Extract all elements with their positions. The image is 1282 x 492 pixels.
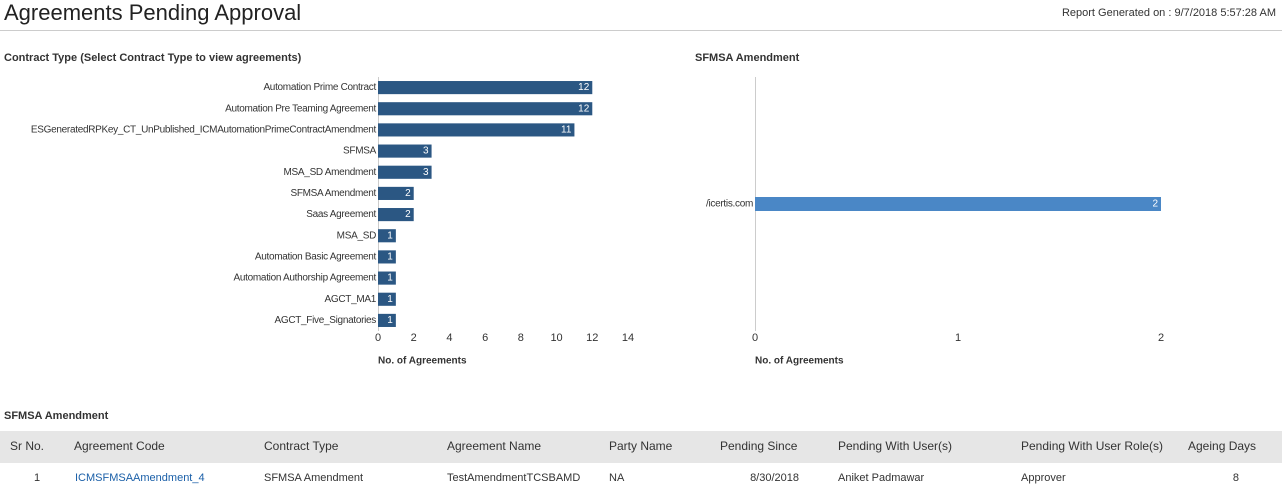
category-label[interactable]: Automation Pre Teaming Agreement xyxy=(225,103,376,114)
column-header: Contract Type xyxy=(264,439,339,453)
chart-title: Contract Type (Select Contract Type to v… xyxy=(4,52,302,64)
bar[interactable] xyxy=(378,81,592,94)
bar-value-label: 2 xyxy=(405,209,411,220)
column-header: Party Name xyxy=(609,439,673,453)
bar-value-label: 3 xyxy=(423,146,429,157)
table-cell: TestAmendmentTCSBAMD xyxy=(447,472,580,484)
category-label[interactable]: Automation Prime Contract xyxy=(263,82,376,93)
category-label[interactable]: SFMSA xyxy=(343,146,377,157)
bar[interactable] xyxy=(378,102,592,115)
x-tick-label: 0 xyxy=(752,332,758,344)
category-label[interactable]: MSA_SD Amendment xyxy=(284,167,377,178)
x-tick-label: 8 xyxy=(518,332,524,344)
column-header: Agreement Name xyxy=(447,439,541,453)
table-cell: Approver xyxy=(1021,472,1066,484)
table-cell: 8 xyxy=(1233,472,1239,484)
bar-value-label: 1 xyxy=(387,252,393,263)
x-tick-label: 2 xyxy=(1158,332,1164,344)
bar-value-label: 2 xyxy=(1152,199,1158,210)
chart-title: SFMSA Amendment xyxy=(695,52,800,64)
category-label[interactable]: ESGeneratedRPKey_CT_UnPublished_ICMAutom… xyxy=(31,125,377,136)
category-label[interactable]: Automation Basic Agreement xyxy=(255,252,377,263)
bar-value-label: 1 xyxy=(387,230,393,241)
table-cell: 8/30/2018 xyxy=(750,472,799,484)
x-tick-label: 14 xyxy=(622,332,634,344)
column-header: Pending Since xyxy=(720,439,798,453)
table-title: SFMSA Amendment xyxy=(4,410,109,422)
column-header: Ageing Days xyxy=(1188,439,1256,453)
category-label[interactable]: SFMSA Amendment xyxy=(290,188,376,199)
agreement-link[interactable]: ICMSFMSAAmendment_4 xyxy=(75,472,205,484)
x-tick-label: 2 xyxy=(411,332,417,344)
category-label: /icertis.com xyxy=(706,199,753,210)
x-tick-label: 12 xyxy=(586,332,598,344)
x-tick-label: 6 xyxy=(482,332,488,344)
category-label[interactable]: Automation Authorship Agreement xyxy=(234,273,377,284)
category-label[interactable]: Saas Agreement xyxy=(306,209,376,220)
x-tick-label: 0 xyxy=(375,332,381,344)
bar xyxy=(755,197,1161,211)
category-label[interactable]: MSA_SD xyxy=(337,230,376,241)
table-cell: Aniket Padmawar xyxy=(838,472,925,484)
column-header: Pending With User(s) xyxy=(838,439,952,453)
bar[interactable] xyxy=(378,123,574,136)
bar-value-label: 1 xyxy=(387,315,393,326)
category-label[interactable]: AGCT_MA1 xyxy=(324,294,376,305)
bar-value-label: 12 xyxy=(578,82,590,93)
generated-on: Report Generated on : 9/7/2018 5:57:28 A… xyxy=(1062,7,1276,19)
bar-value-label: 1 xyxy=(387,294,393,305)
column-header: Sr No. xyxy=(10,439,44,453)
x-tick-label: 10 xyxy=(550,332,562,344)
category-label[interactable]: AGCT_Five_Signatories xyxy=(274,315,376,326)
bar-value-label: 1 xyxy=(387,273,393,284)
bar-value-label: 2 xyxy=(405,188,411,199)
table-cell: 1 xyxy=(34,472,40,484)
column-header: Agreement Code xyxy=(74,439,165,453)
page-title: Agreements Pending Approval xyxy=(4,0,301,25)
bar-value-label: 11 xyxy=(561,125,572,136)
x-tick-label: 1 xyxy=(955,332,961,344)
x-tick-label: 4 xyxy=(446,332,452,344)
column-header: Pending With User Role(s) xyxy=(1021,439,1163,453)
x-axis-title: No. of Agreements xyxy=(755,356,844,367)
bar-value-label: 3 xyxy=(423,167,429,178)
x-axis-title: No. of Agreements xyxy=(378,356,467,367)
table-cell: SFMSA Amendment xyxy=(264,472,363,484)
table-cell: NA xyxy=(609,472,625,484)
bar-value-label: 12 xyxy=(578,103,590,114)
